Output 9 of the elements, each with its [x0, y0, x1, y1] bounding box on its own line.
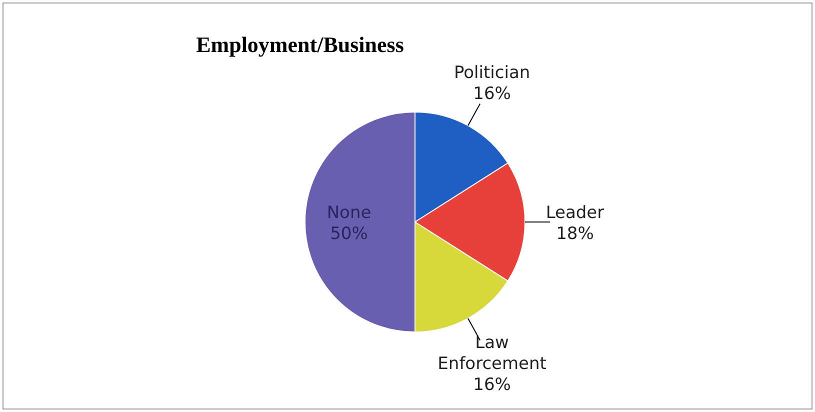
data-label: 16% — [473, 84, 511, 104]
chart-title: Employment/Business — [196, 32, 404, 57]
slice-label: Leader — [546, 203, 604, 223]
slice-label: None — [326, 203, 372, 223]
slice-label: Politician — [454, 62, 530, 83]
data-label: 18% — [556, 224, 594, 244]
data-label: 16% — [473, 375, 511, 396]
slice-label: Law Enforcement — [438, 333, 547, 374]
data-label: 50% — [330, 224, 368, 244]
